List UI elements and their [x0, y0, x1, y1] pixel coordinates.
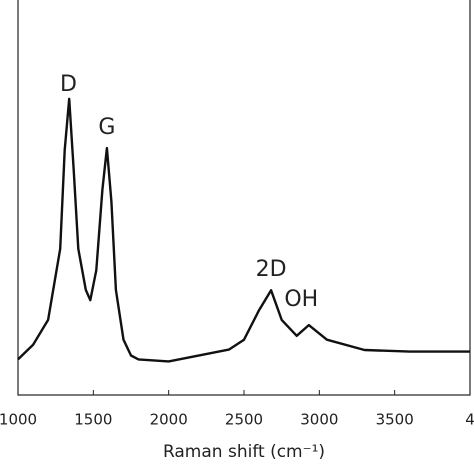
peak-label: D — [60, 72, 77, 97]
x-tick-label: 2500 — [225, 411, 263, 429]
plot-frame — [17, 0, 471, 396]
x-axis-label: Raman shift (cm⁻¹) — [163, 442, 325, 462]
x-tick-label: 2000 — [150, 411, 188, 429]
peak-label: 2D — [256, 257, 287, 282]
peak-label: OH — [284, 287, 318, 312]
x-tick-label: 4 — [465, 411, 474, 429]
spectrum-line — [17, 97, 470, 363]
x-tick-label: 1000 — [0, 411, 37, 429]
x-tick-label: 1500 — [74, 411, 112, 429]
x-tick-label: 3000 — [300, 411, 338, 429]
peak-label: G — [98, 115, 115, 140]
x-tick-label: 3500 — [376, 411, 414, 429]
